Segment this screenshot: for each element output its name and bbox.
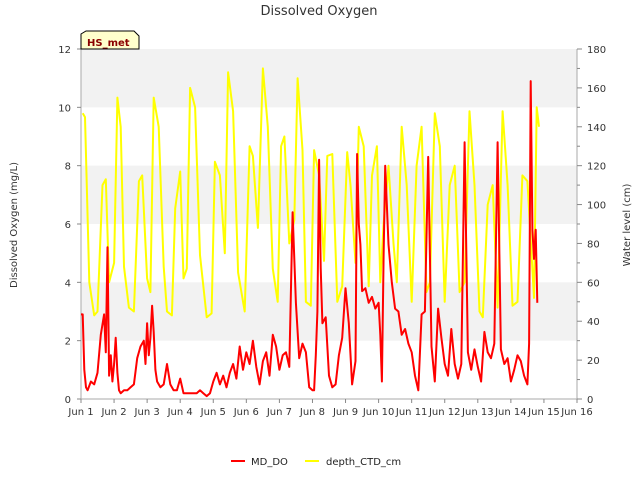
chart-title: Dissolved Oxygen xyxy=(261,4,378,19)
y2-tick-label: 60 xyxy=(587,278,600,289)
y2-tick-label: 0 xyxy=(587,395,593,406)
station-badge: HS_met xyxy=(80,30,140,50)
x-tick-label: Jun 11 xyxy=(395,407,428,418)
background-bands xyxy=(81,49,577,399)
legend-label-depth: depth_CTD_cm xyxy=(326,457,401,468)
y-axis-right-title: Water level (cm) xyxy=(622,184,633,267)
x-tick-label: Jun 2 xyxy=(100,407,126,418)
y-tick-label: 6 xyxy=(65,220,71,231)
x-tick-label: Jun 6 xyxy=(233,407,259,418)
legend-label-md-do: MD_DO xyxy=(251,457,288,468)
band-6-8 xyxy=(81,165,577,224)
y2-tick-label: 120 xyxy=(587,162,606,173)
x-axis: Jun 1 Jun 2 Jun 3 Jun 4 Jun 5 Jun 6 Jun 7 Jun 8… xyxy=(67,399,593,418)
y2-tick-label: 100 xyxy=(587,201,606,212)
x-tick-label: Jun 14 xyxy=(494,407,527,418)
x-tick-label: Jun 10 xyxy=(362,407,395,418)
x-tick-label: Jun 9 xyxy=(332,407,358,418)
y-axis-left: 0 2 4 6 8 10 12 xyxy=(58,45,81,406)
x-tick-label: Jun 4 xyxy=(167,407,193,418)
series-layer xyxy=(81,67,540,398)
y-tick-label: 2 xyxy=(65,337,71,348)
y2-tick-label: 20 xyxy=(587,356,600,367)
x-tick-label: Jun 1 xyxy=(67,407,93,418)
y2-tick-label: 180 xyxy=(587,45,606,56)
y-tick-label: 8 xyxy=(65,162,71,173)
y-axis-left-title: Dissolved Oxygen (mg/L) xyxy=(9,162,20,288)
x-tick-label: Jun 13 xyxy=(461,407,494,418)
x-tick-label: Jun 15 xyxy=(527,407,560,418)
x-tick-label: Jun 8 xyxy=(299,407,325,418)
legend: MD_DO depth_CTD_cm xyxy=(231,457,401,468)
x-tick-label: Jun 16 xyxy=(560,407,593,418)
x-tick-label: Jun 3 xyxy=(134,407,160,418)
x-tick-label: Jun 5 xyxy=(200,407,226,418)
y-tick-label: 10 xyxy=(58,103,71,114)
series-line-md-do xyxy=(81,80,539,398)
y-tick-label: 4 xyxy=(65,278,71,289)
x-tick-label: Jun 7 xyxy=(266,407,292,418)
y2-tick-label: 40 xyxy=(587,317,600,328)
y-tick-label: 0 xyxy=(65,395,71,406)
y2-tick-label: 140 xyxy=(587,123,606,134)
x-tick-label: Jun 12 xyxy=(428,407,461,418)
station-badge-box xyxy=(80,30,140,50)
y-axis-right: 0 20 40 60 80 100 120 140 160 180 xyxy=(577,45,606,406)
band-10-12 xyxy=(81,49,577,108)
y-tick-label: 12 xyxy=(58,45,71,56)
band-2-4 xyxy=(81,282,577,341)
y2-tick-label: 80 xyxy=(587,239,600,250)
y2-tick-label: 160 xyxy=(587,84,606,95)
station-badge-label: HS_met xyxy=(87,38,130,49)
